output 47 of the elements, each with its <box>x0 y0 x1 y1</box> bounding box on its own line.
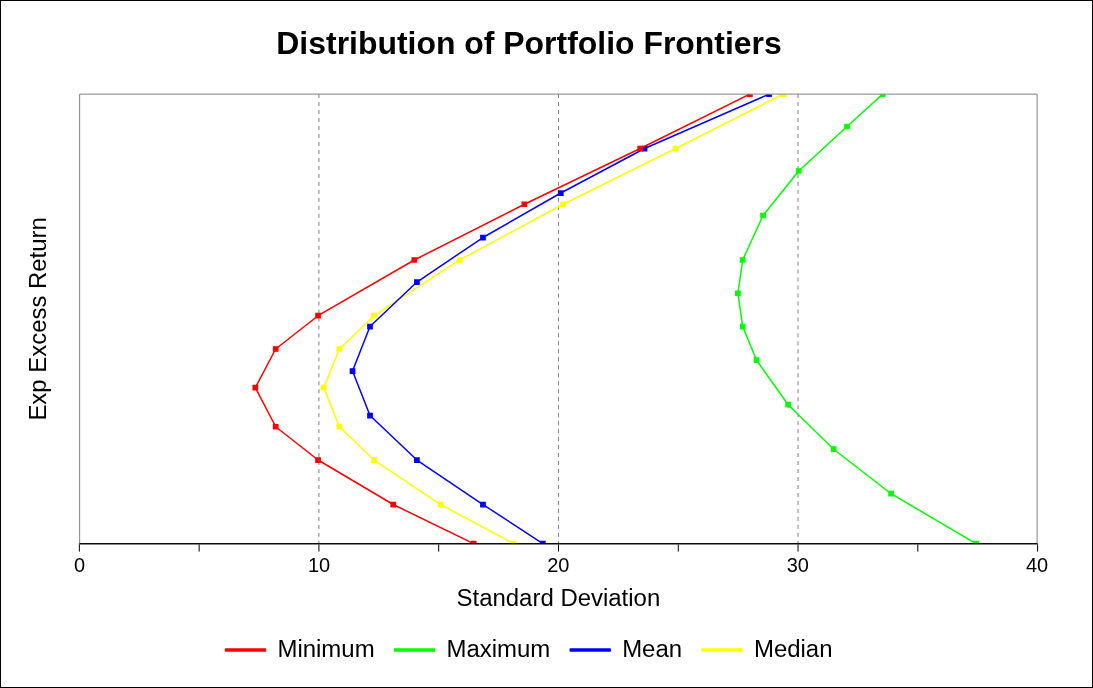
point <box>371 312 377 319</box>
point <box>753 357 760 364</box>
point <box>830 446 837 453</box>
point <box>560 201 567 208</box>
point <box>480 234 486 241</box>
y-axis-title: Exp Excess Return <box>23 217 51 421</box>
point <box>252 384 259 391</box>
point <box>320 384 327 391</box>
point <box>336 346 343 352</box>
point <box>521 201 528 208</box>
point <box>371 457 377 463</box>
point <box>456 257 463 263</box>
x-tick-label: 0 <box>74 554 86 577</box>
point <box>411 257 418 263</box>
point <box>367 323 373 330</box>
x-tick-label: 10 <box>307 554 331 577</box>
point <box>315 457 321 463</box>
point <box>795 168 802 174</box>
point <box>336 423 343 430</box>
legend-label: Mean <box>622 634 683 662</box>
point <box>739 323 746 330</box>
x-tick-label: 40 <box>1026 554 1049 577</box>
point <box>888 490 894 497</box>
point <box>272 423 279 430</box>
point <box>637 145 644 152</box>
point <box>844 123 850 130</box>
point <box>480 501 486 508</box>
point <box>739 257 746 263</box>
point <box>735 290 741 297</box>
x-tick-label: 20 <box>547 554 570 577</box>
point <box>390 501 397 508</box>
point <box>367 412 373 419</box>
x-tick-label: 30 <box>786 554 809 577</box>
legend-label: Maximum <box>446 634 551 662</box>
point <box>672 145 679 152</box>
point <box>760 212 766 219</box>
point <box>785 401 792 408</box>
point <box>349 368 356 374</box>
legend-label: Minimum <box>277 634 375 662</box>
point <box>414 457 420 463</box>
chart-title: Distribution of Portfolio Frontiers <box>276 24 782 61</box>
point <box>414 279 420 285</box>
legend-label: Median <box>753 634 833 662</box>
point <box>557 190 564 196</box>
x-axis-title: Standard Deviation <box>456 584 661 612</box>
point <box>315 312 321 319</box>
point <box>272 346 279 352</box>
